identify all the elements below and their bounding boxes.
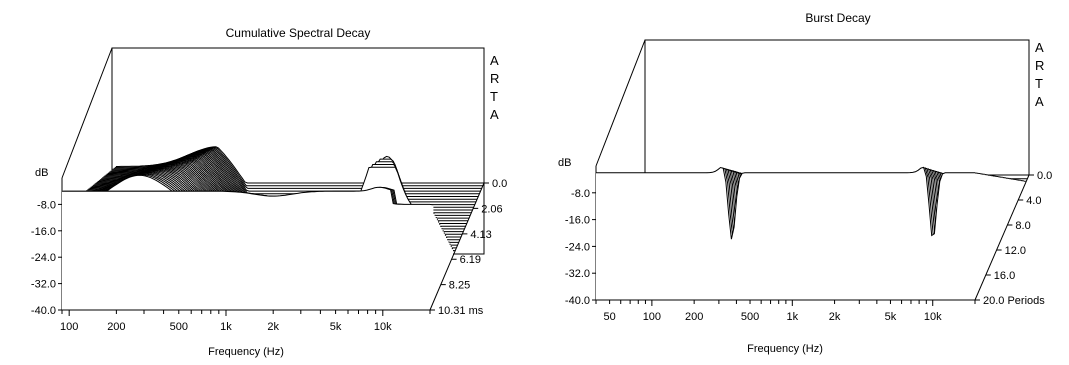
x-tick-label: 5k: [330, 321, 342, 333]
y-tick-label: -8.0: [37, 199, 56, 211]
burst-z-ticks: 0.0 4.0 8.0 12.0 16.0 20.0 Periods: [975, 170, 1052, 307]
z-tick-label: 16.0: [994, 270, 1015, 282]
burst-brand-a2: A: [1035, 94, 1044, 109]
z-tick-label: 0.0: [492, 178, 507, 190]
burst-brand-r: R: [1035, 58, 1044, 73]
waterfall-slice-line: [62, 186, 430, 205]
burst-decay-chart: Burst Decay dB -8.0 -16.0 -24.0 -32.0 -40.0 …: [540, 0, 1069, 360]
burst-plot: Burst Decay dB -8.0-16.0-24.0-32.0-40.0 …: [558, 11, 1052, 355]
z-tick-label: 12.0: [1005, 245, 1026, 257]
csd-z-ticks: 0.0 2.06 4.13 6.19 8.25 10.31 ms: [430, 178, 507, 317]
x-tick-label: 500: [741, 311, 759, 323]
csd-x-ticks: 100 200 500 1k 2k 5k 10k: [60, 310, 431, 333]
csd-brand-a2: A: [490, 107, 499, 122]
x-tick-label: 2k: [829, 311, 841, 323]
x-tick-label: 5k: [885, 311, 897, 323]
x-tick-label: 100: [643, 311, 661, 323]
cumulative-spectral-decay-chart: Cumulative Spectral Decay dB -8.0 -16.0 -2…: [0, 0, 530, 360]
x-tick-label: 50: [603, 311, 615, 323]
csd-slices: [62, 146, 484, 310]
csd-z-axis: [429, 182, 485, 311]
waterfall-slice-line: [596, 166, 975, 240]
burst-back-wall: [644, 39, 1030, 176]
z-tick-label: 0.0: [1037, 170, 1052, 182]
csd-brand-t: T: [490, 89, 498, 104]
y-tick-label: -32.0: [31, 279, 56, 291]
burst-side-edge: [595, 39, 646, 167]
csd-side-edge: [61, 47, 113, 179]
burst-y-ticks: -8.0 -16.0 -24.0 -32.0 -40.0: [565, 188, 596, 307]
y-tick-label: -8.0: [571, 188, 590, 200]
x-tick-label: 200: [685, 311, 703, 323]
x-tick-label: 2k: [267, 321, 279, 333]
y-tick-label: -16.0: [565, 215, 590, 227]
y-tick-label: -40.0: [565, 295, 590, 307]
burst-slices: [596, 166, 1029, 300]
z-tick-label: 2.06: [481, 203, 502, 215]
csd-brand-a1: A: [490, 53, 499, 68]
x-tick-label: 500: [170, 321, 188, 333]
x-tick-label: 10k: [374, 321, 392, 333]
x-tick-label: 1k: [220, 321, 232, 333]
csd-brand-r: R: [490, 71, 499, 86]
z-tick-label: 10.31 ms: [438, 305, 484, 317]
x-tick-label: 10k: [924, 311, 942, 323]
csd-y-ticks: -8.0 -16.0 -24.0 -32.0 -40.0: [31, 199, 62, 317]
z-tick-label: 4.0: [1026, 195, 1041, 207]
y-tick-label: -40.0: [31, 305, 56, 317]
x-tick-label: 200: [107, 321, 125, 333]
csd-ylabel: dB: [35, 167, 48, 179]
z-tick-label: 8.0: [1015, 220, 1030, 232]
burst-ylabel: dB: [558, 157, 571, 169]
csd-title: Cumulative Spectral Decay: [226, 26, 371, 40]
waterfall-slice-fill: [62, 187, 430, 310]
z-tick-label: 8.25: [449, 280, 470, 292]
burst-brand-a1: A: [1035, 40, 1044, 55]
z-tick-label: 6.19: [460, 254, 481, 266]
waterfall-slice-fill: [596, 167, 975, 300]
burst-x-ticks: 50 100 200 500 1k 2k 5k 10k: [595, 300, 976, 323]
burst-z-axis: [974, 174, 1030, 301]
csd-xlabel: Frequency (Hz): [208, 346, 284, 358]
x-tick-label: 1k: [786, 311, 798, 323]
csd-plot: Cumulative Spectral Decay dB -8.0 -16.0 -2…: [31, 26, 507, 358]
y-tick-label: -24.0: [565, 241, 590, 253]
x-tick-label: 100: [60, 321, 78, 333]
y-tick-label: -32.0: [565, 268, 590, 280]
burst-xlabel: Frequency (Hz): [747, 343, 823, 355]
burst-brand-t: T: [1035, 76, 1043, 91]
y-tick-label: -16.0: [31, 226, 56, 238]
z-tick-label: 20.0 Periods: [983, 295, 1045, 307]
y-tick-label: -24.0: [31, 252, 56, 264]
z-tick-label: 4.13: [470, 229, 491, 241]
burst-title: Burst Decay: [805, 11, 870, 25]
